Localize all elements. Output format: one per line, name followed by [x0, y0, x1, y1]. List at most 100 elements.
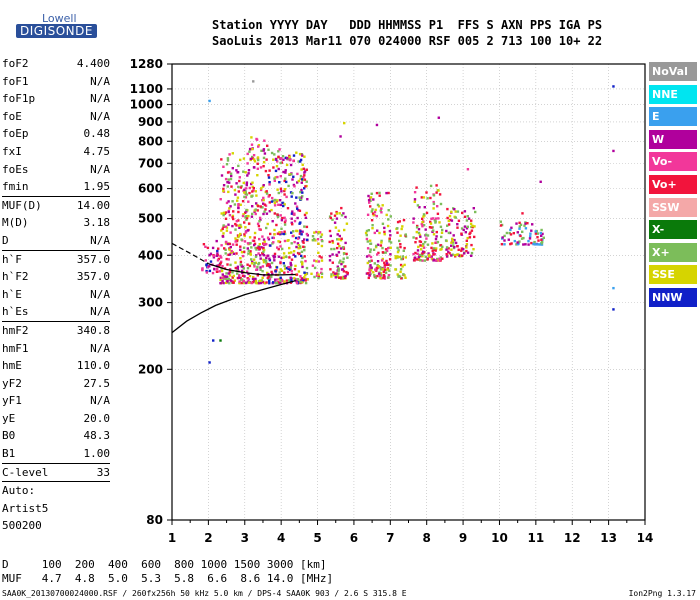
echo-point — [366, 261, 369, 265]
echo-point — [260, 149, 263, 152]
echo-point — [434, 249, 437, 252]
echo-point — [398, 255, 401, 259]
echo-point — [370, 219, 374, 222]
echo-point — [461, 211, 464, 215]
echo-point — [432, 207, 435, 210]
echo-point — [369, 272, 372, 276]
param-key: Artist5 — [2, 501, 49, 515]
echo-point — [320, 256, 323, 259]
echo-point — [259, 218, 262, 221]
echo-point — [234, 266, 237, 270]
echo-point — [438, 257, 441, 260]
echo-point — [265, 254, 268, 258]
echo-point — [421, 250, 425, 253]
echo-point — [369, 242, 372, 245]
param-key: D — [2, 233, 9, 247]
echo-point — [416, 249, 420, 252]
echo-point — [250, 215, 254, 218]
echo-point — [369, 255, 373, 259]
echo-point — [300, 250, 304, 253]
echo-point — [273, 179, 276, 182]
echo-point — [516, 231, 519, 234]
echo-point — [268, 277, 272, 281]
echo-point — [454, 210, 457, 213]
echo-point — [529, 235, 532, 238]
echo-point — [278, 231, 281, 234]
param-row: Artist5 — [2, 500, 110, 518]
echo-point — [301, 265, 304, 269]
echo-point — [524, 222, 527, 225]
echo-point — [306, 234, 309, 237]
echo-point — [211, 271, 215, 275]
legend-item: SSW — [649, 197, 697, 217]
echo-point — [250, 143, 254, 146]
echo-point — [330, 247, 333, 251]
param-key: B1 — [2, 447, 16, 461]
echo-point — [235, 252, 238, 255]
echo-point — [290, 221, 293, 224]
echo-point — [424, 228, 427, 231]
echo-point — [278, 148, 281, 151]
echo-point — [286, 270, 290, 274]
echo-point — [267, 148, 270, 151]
echo-point — [377, 205, 381, 208]
echo-point — [301, 281, 304, 284]
echo-point — [445, 229, 448, 233]
echo-point — [206, 265, 210, 269]
echo-point — [267, 195, 270, 198]
echo-point — [299, 275, 302, 278]
echo-point — [223, 247, 226, 250]
echo-point — [398, 239, 401, 243]
param-row: foF2 4.400 — [2, 55, 110, 73]
echo-point — [429, 255, 432, 258]
echo-point — [473, 235, 476, 239]
echo-point — [219, 276, 222, 279]
echo-point — [255, 254, 258, 257]
y-tick-label: 1000 — [130, 98, 163, 112]
echo-point — [254, 212, 257, 216]
echo-point — [337, 272, 340, 275]
echo-point — [341, 268, 345, 271]
echo-point — [403, 263, 406, 267]
echo-point — [298, 209, 302, 212]
echo-point — [329, 216, 332, 220]
echo-point — [403, 246, 406, 250]
echo-point — [287, 279, 291, 282]
echo-point — [228, 248, 231, 251]
echo-point — [246, 267, 250, 270]
echo-point — [303, 238, 306, 241]
echo-point — [429, 196, 432, 200]
echo-point — [518, 221, 521, 224]
echo-point — [527, 239, 530, 243]
echo-point — [383, 261, 386, 264]
echo-point — [281, 201, 284, 205]
echo-point — [235, 219, 238, 223]
echo-point — [284, 219, 287, 222]
echo-point — [222, 211, 226, 214]
echo-point — [305, 168, 308, 171]
echo-point — [277, 240, 280, 243]
echo-point — [253, 210, 256, 213]
echo-point — [526, 222, 529, 225]
echo-point — [316, 238, 320, 241]
echo-point — [428, 253, 431, 257]
echo-point — [232, 210, 235, 213]
echo-point — [368, 267, 371, 270]
echo-point — [279, 268, 282, 271]
echo-point — [304, 185, 307, 188]
echo-point — [224, 225, 227, 228]
echo-point — [466, 236, 469, 240]
echo-point — [257, 261, 261, 265]
echo-point — [366, 272, 370, 275]
echo-point — [412, 236, 415, 239]
echo-point — [387, 191, 390, 195]
echo-point — [320, 272, 324, 275]
echo-point — [382, 273, 386, 277]
param-key: fmin — [2, 180, 29, 194]
echo-point — [370, 259, 373, 262]
echo-point — [285, 279, 289, 282]
echo-point — [283, 223, 287, 226]
echo-point — [268, 257, 271, 260]
param-key: h`Es — [2, 305, 29, 319]
echo-point — [466, 225, 469, 228]
